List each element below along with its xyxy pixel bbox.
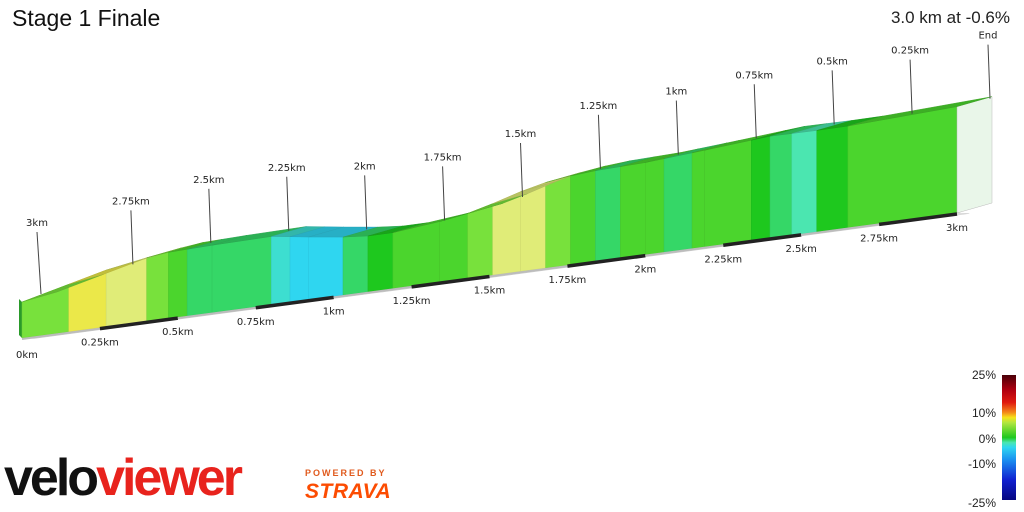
- gradient-segment-4: [168, 248, 188, 319]
- top-marker-line-2: [208, 188, 212, 243]
- strava-logo: STRAVA: [305, 480, 392, 503]
- top-marker-label-0: 3km: [26, 218, 48, 229]
- front-tick-label-1: 0.25km: [81, 338, 119, 349]
- scale-tick-4: -25%: [967, 496, 996, 510]
- front-axis-band-0: [21, 327, 101, 340]
- front-tick-label-9: 2.25km: [704, 254, 742, 265]
- road-top-surface: [21, 96, 993, 303]
- gradient-segment-0: [21, 283, 69, 339]
- profile-start-face: [19, 299, 22, 338]
- gradient-segment-22: [663, 152, 693, 253]
- gradient-segment-9: [308, 236, 344, 300]
- front-axis-band-2: [177, 306, 256, 320]
- top-marker-line-12: [987, 44, 991, 99]
- page-title: Stage 1 Finale: [12, 5, 161, 31]
- front-axis-band-7: [567, 253, 646, 268]
- gradient-segment-29: [847, 106, 958, 228]
- top-marker-line-11: [909, 59, 913, 114]
- top-marker-label-5: 1.75km: [424, 152, 462, 163]
- front-tick-label-11: 2.75km: [860, 233, 898, 244]
- front-tick-label-4: 1km: [323, 306, 345, 317]
- top-marker-label-1: 2.75km: [112, 196, 150, 207]
- gradient-segments: [19, 96, 993, 339]
- front-axis-band-1: [99, 316, 179, 331]
- front-tick-label-3: 0.75km: [237, 317, 275, 328]
- top-marker-line-1: [130, 210, 134, 265]
- front-axis-band-9: [723, 233, 802, 247]
- front-distance-axis: 0km 0.25km 0.5km 0.75km 1km 1.25km 1.5km 1.75km…: [16, 212, 968, 361]
- scale-tick-0: 25%: [971, 368, 996, 382]
- top-marker-label-9: 0.75km: [735, 70, 773, 81]
- top-marker-line-6: [520, 142, 523, 198]
- front-tick-label-2: 0.5km: [162, 327, 193, 338]
- veloviewer-logo: veloviewer: [4, 448, 243, 508]
- gradient-segment-10: [342, 235, 369, 296]
- top-marker-label-11: 0.25km: [891, 46, 929, 57]
- top-marker-line-4: [364, 175, 368, 230]
- front-axis-band-11: [878, 212, 958, 227]
- powered-by-label: POWERED BY: [305, 468, 387, 478]
- gradient-segment-26: [769, 133, 793, 239]
- gradient-segment-13: [439, 213, 468, 283]
- top-marker-label-12: End: [978, 31, 997, 42]
- logo-viewer: viewer: [96, 449, 243, 507]
- gradient-segment-14: [467, 203, 493, 279]
- gradient-segment-11: [367, 232, 394, 293]
- gradient-segment-3: [146, 252, 169, 322]
- gradient-segment-18: [570, 170, 596, 265]
- front-axis-band-6: [489, 265, 568, 278]
- logo-velo: velo: [4, 449, 99, 507]
- gradient-segment-7: [271, 236, 291, 305]
- gradient-color-scale: [1002, 375, 1016, 500]
- front-tick-label-12: 3km: [946, 223, 968, 234]
- gradient-segment-20: [620, 162, 646, 259]
- gradient-segment-28: [816, 125, 849, 233]
- top-marker-label-8: 1km: [665, 87, 687, 98]
- route-summary: 3.0 km at -0.6%: [890, 8, 1010, 27]
- gradient-segment-19: [595, 166, 621, 262]
- front-axis-band-8: [645, 244, 724, 257]
- top-marker-label-7: 1.25km: [580, 101, 618, 112]
- top-marker-line-0: [36, 231, 42, 295]
- top-marker-label-2: 2.5km: [193, 175, 224, 186]
- gradient-segment-27: [791, 130, 817, 236]
- top-marker-line-5: [442, 166, 446, 221]
- front-tick-label-7: 1.75km: [549, 275, 587, 286]
- front-axis-band-3: [255, 295, 334, 310]
- gradient-segment-5: [186, 244, 213, 317]
- top-distance-markers: 3km 2.75km 2.5km 2.25km 2km 1.75km 1.5km 1.25km…: [26, 31, 998, 295]
- gradient-segment-12: [392, 221, 440, 289]
- profile-end-face: [956, 96, 993, 214]
- gradient-segment-21: [645, 158, 665, 255]
- scale-tick-3: -10%: [967, 457, 996, 471]
- top-marker-line-8: [675, 100, 679, 155]
- front-tick-label-5: 1.25km: [393, 296, 431, 307]
- front-tick-label-8: 2km: [634, 265, 656, 276]
- top-marker-label-10: 0.5km: [816, 56, 847, 67]
- top-marker-line-7: [597, 114, 601, 169]
- front-tick-label-6: 1.5km: [474, 286, 505, 297]
- gradient-segment-25: [751, 135, 771, 241]
- gradient-segment-6: [211, 236, 272, 313]
- gradient-segment-23: [691, 149, 705, 249]
- top-marker-label-4: 2km: [354, 161, 376, 172]
- front-axis-band-5: [411, 274, 490, 289]
- scale-tick-1: 10%: [971, 406, 996, 420]
- scale-tick-2: 0%: [978, 432, 996, 446]
- segment-top-29: [847, 96, 993, 127]
- top-marker-label-6: 1.5km: [505, 129, 536, 140]
- gradient-segment-8: [289, 236, 309, 303]
- front-axis-band-4: [333, 285, 412, 299]
- gradient-segment-17: [545, 175, 571, 269]
- top-marker-label-3: 2.25km: [268, 163, 306, 174]
- top-marker-line-9: [753, 84, 757, 139]
- gradient-segment-24: [704, 139, 752, 248]
- front-axis-band-10: [801, 223, 880, 236]
- front-tick-label-10: 2.5km: [785, 244, 816, 255]
- gradient-segment-16: [520, 182, 546, 272]
- top-marker-line-3: [286, 176, 290, 231]
- top-marker-line-10: [831, 70, 835, 125]
- front-tick-label-0: 0km: [16, 350, 38, 361]
